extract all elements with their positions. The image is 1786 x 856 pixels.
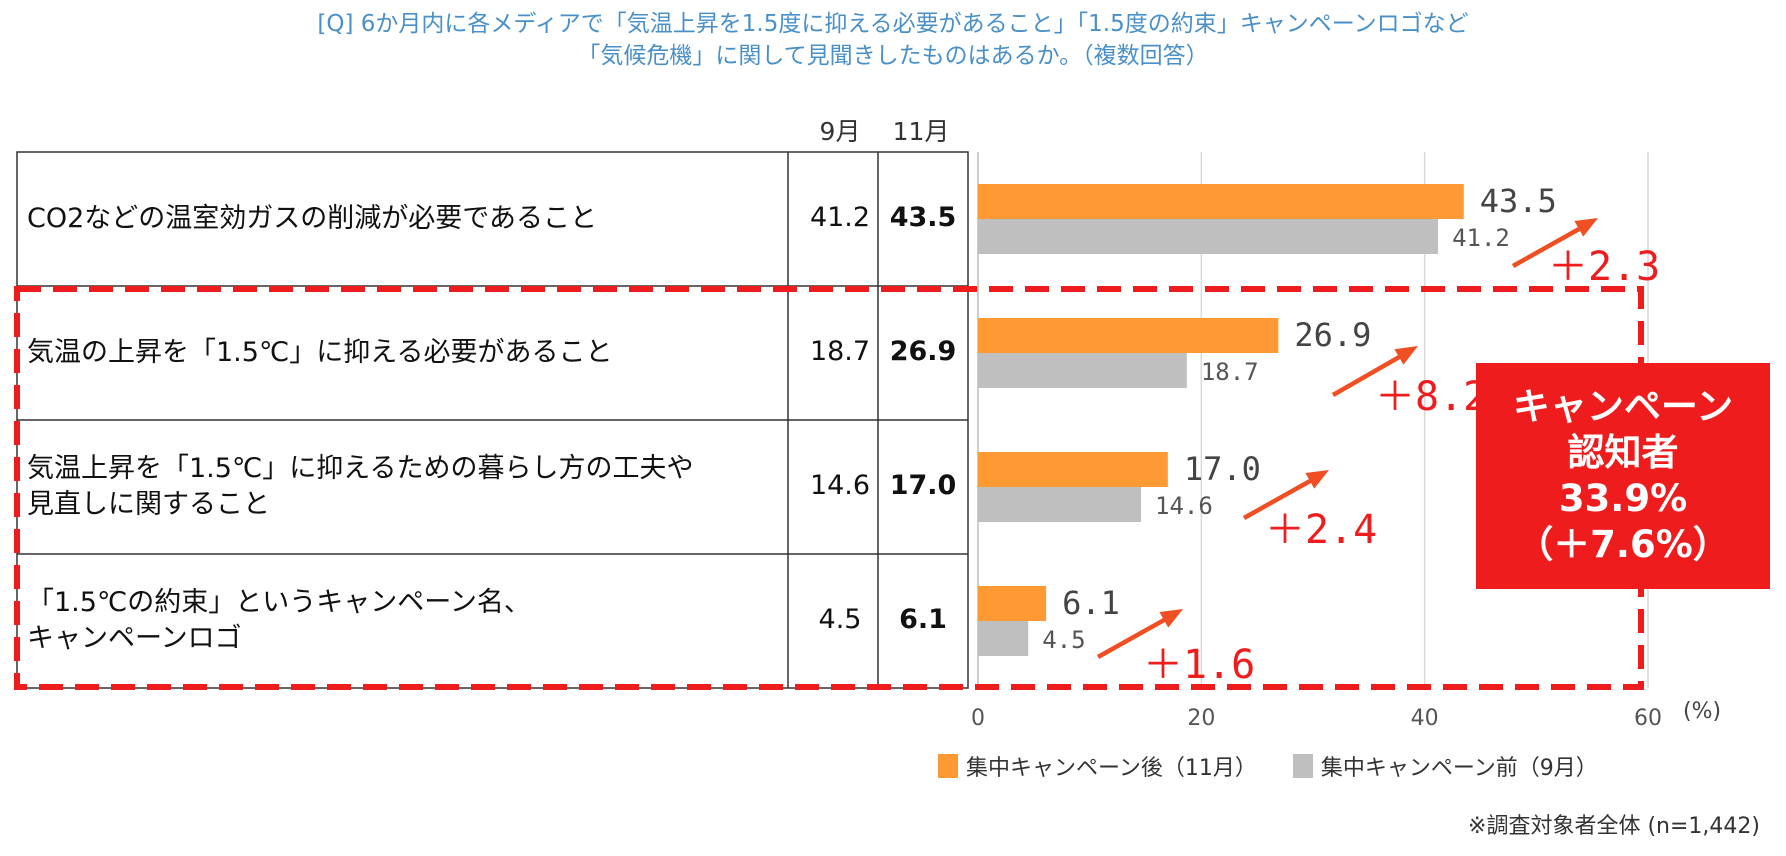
bar-before (978, 219, 1439, 254)
row-label: 気温上昇を「1.5℃」に抑えるための暮らし方の工夫や (27, 453, 694, 484)
difference-label: ＋8.2 (1375, 374, 1487, 420)
bar-before (978, 487, 1142, 522)
increase-arrow (1511, 222, 1590, 268)
column-header-september: 9月 (819, 117, 861, 146)
cell-september: 18.7 (809, 336, 871, 367)
bar-after (978, 586, 1047, 621)
data-label-after: 43.5 (1480, 182, 1557, 220)
x-tick-label: 20 (1187, 706, 1215, 731)
title-line-2: 「気候危機」に関して見聞きしたものはあるか。（複数回答） (577, 43, 1209, 69)
data-label-before: 14.6 (1155, 492, 1213, 520)
x-tick-label: 0 (971, 706, 985, 731)
legend-item-after: 集中キャンペーン後（11月） (938, 750, 1257, 782)
difference-label: ＋2.4 (1265, 507, 1377, 553)
data-label-after: 17.0 (1184, 450, 1261, 488)
campaign-box-line-1: キャンペーン (1512, 385, 1734, 428)
legend: 集中キャンペーン後（11月） 集中キャンペーン前（9月） (938, 750, 1634, 782)
cell-november: 6.1 (899, 604, 947, 635)
cell-september: 41.2 (809, 202, 871, 233)
bar-after (978, 452, 1168, 487)
row-label: キャンペーンロゴ (27, 623, 242, 654)
legend-label-after: 集中キャンペーン後（11月） (966, 756, 1257, 781)
column-header-november: 11月 (892, 117, 950, 146)
data-label-before: 18.7 (1201, 358, 1259, 386)
data-label-after: 26.9 (1294, 316, 1371, 354)
legend-swatch-after (938, 754, 958, 778)
increase-arrow (1331, 350, 1410, 397)
footnote: ※調査対象者全体 (n=1,442) (1468, 814, 1760, 839)
bar-before (978, 621, 1029, 656)
increase-arrow (1096, 613, 1175, 659)
bar-before (978, 353, 1187, 388)
campaign-box-line-3: 33.9% (1558, 477, 1688, 520)
campaign-box-line-2: 認知者 (1567, 431, 1679, 474)
title-line-1: [Q] 6か月内に各メディアで「気温上昇を1.5度に抑える必要があること」「1.… (317, 11, 1469, 37)
bar-after (978, 318, 1279, 353)
cell-november: 17.0 (889, 470, 957, 501)
arrow-head-icon (1305, 470, 1329, 489)
data-label-before: 4.5 (1042, 626, 1085, 654)
arrow-head-icon (1574, 218, 1598, 237)
legend-label-before: 集中キャンペーン前（9月） (1320, 756, 1598, 781)
x-axis-unit: (%) (1683, 699, 1722, 724)
row-label: 見直しに関すること (27, 489, 270, 520)
increase-arrow (1242, 474, 1321, 520)
cell-november: 26.9 (889, 336, 957, 367)
bar-after (978, 184, 1464, 219)
arrow-head-icon (1159, 609, 1183, 628)
row-label: 「1.5℃の約束」というキャンペーン名、 (27, 587, 531, 618)
legend-swatch-before (1292, 754, 1313, 778)
campaign-awareness-box: キャンペーン 認知者 33.9% （＋7.6%） (1476, 363, 1770, 589)
campaign-box-line-4: （＋7.6%） (1516, 523, 1730, 566)
x-tick-label: 60 (1634, 706, 1662, 731)
data-label-before: 41.2 (1452, 224, 1510, 252)
row-label: 気温の上昇を「1.5℃」に抑える必要があること (27, 337, 613, 368)
arrow-head-icon (1394, 346, 1418, 365)
row-label: CO2などの温室効ガスの削減が必要であること (27, 203, 598, 234)
difference-label: ＋1.6 (1143, 642, 1255, 688)
cell-september: 4.5 (818, 604, 862, 635)
difference-label: ＋2.3 (1548, 244, 1660, 290)
chart-title: [Q] 6か月内に各メディアで「気温上昇を1.5度に抑える必要があること」「1.… (0, 8, 1786, 72)
data-label-after: 6.1 (1062, 584, 1120, 622)
x-tick-label: 40 (1411, 706, 1439, 731)
cell-september: 14.6 (809, 470, 871, 501)
legend-item-before: 集中キャンペーン前（9月） (1292, 750, 1598, 782)
cell-november: 43.5 (889, 202, 957, 233)
